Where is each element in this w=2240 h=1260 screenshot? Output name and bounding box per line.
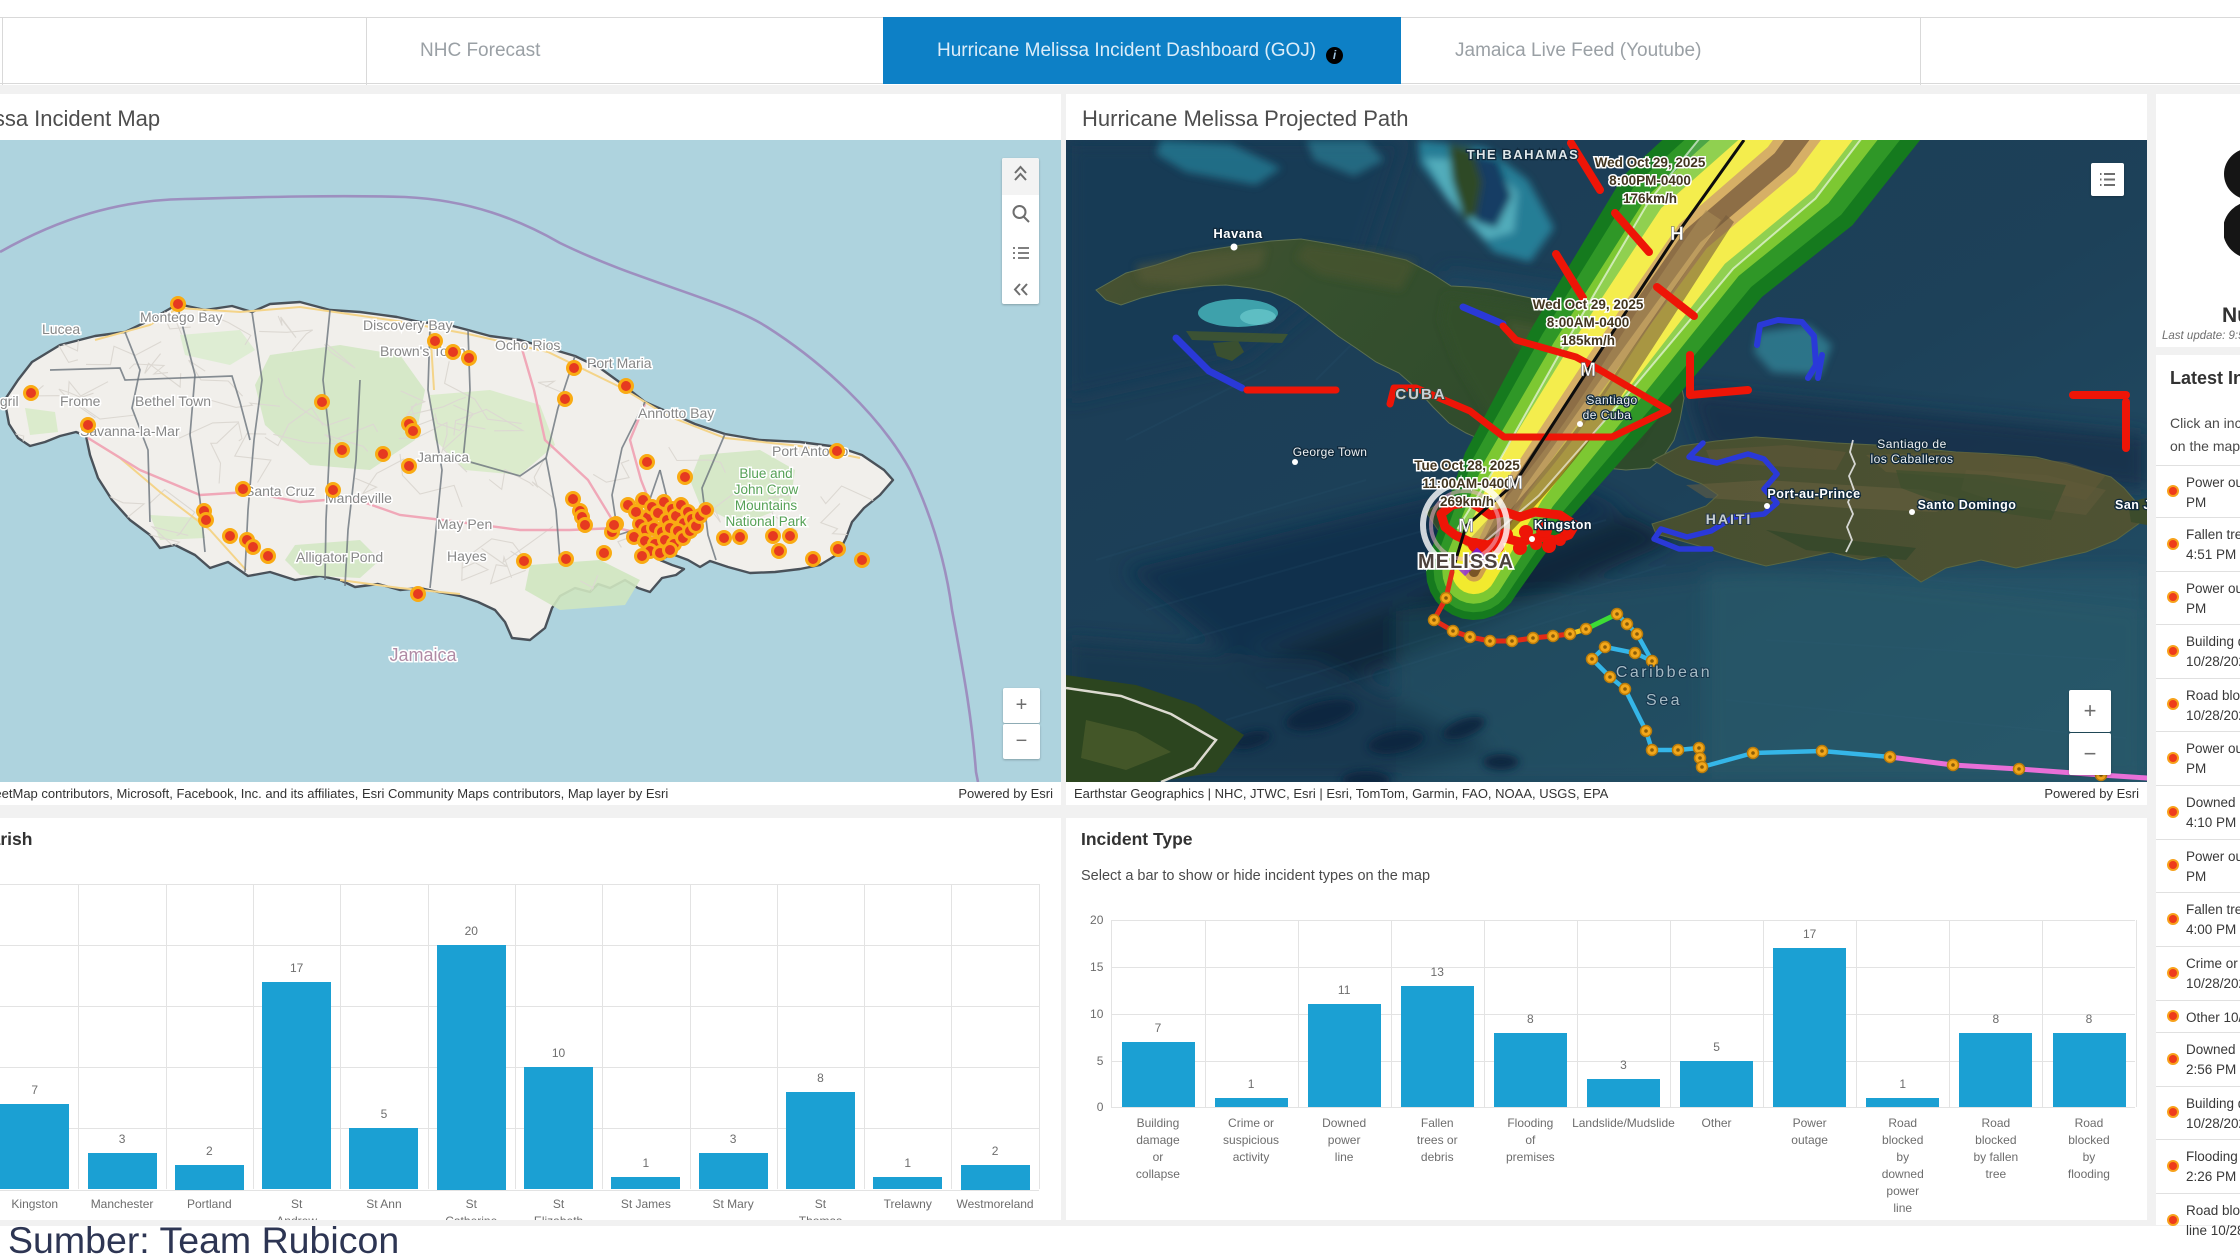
svg-text:de Cuba: de Cuba (1583, 408, 1632, 422)
svg-text:Jamaica: Jamaica (389, 645, 457, 665)
svg-text:THE BAHAMAS: THE BAHAMAS (1467, 147, 1580, 162)
svg-text:los Caballeros: los Caballeros (1870, 452, 1953, 466)
svg-text:Brown's Town: Brown's Town (380, 343, 466, 359)
svg-text:Annotto Bay: Annotto Bay (638, 405, 714, 421)
svg-text:Sea: Sea (1646, 692, 1682, 709)
svg-text:MELISSA: MELISSA (1418, 551, 1514, 573)
svg-text:Hayes: Hayes (447, 548, 487, 564)
svg-text:Wed Oct 29, 2025: Wed Oct 29, 2025 (1595, 155, 1706, 170)
svg-text:Havana: Havana (1213, 226, 1263, 241)
svg-text:National Park: National Park (725, 514, 806, 529)
svg-text:Jamaica: Jamaica (417, 449, 469, 465)
svg-text:Frome: Frome (60, 393, 101, 409)
svg-text:11:00AM-0400: 11:00AM-0400 (1422, 476, 1511, 491)
svg-text:George Town: George Town (1293, 445, 1367, 459)
svg-text:Mountains: Mountains (735, 498, 798, 513)
svg-text:Santa Cruz: Santa Cruz (245, 483, 315, 499)
svg-text:Santo Domingo: Santo Domingo (1918, 498, 2017, 512)
svg-text:Bethel Town: Bethel Town (135, 393, 211, 409)
svg-text:Lucea: Lucea (42, 321, 80, 337)
svg-text:Mandeville: Mandeville (325, 490, 392, 506)
svg-text:M: M (1580, 360, 1596, 381)
svg-text:Santiago: Santiago (1586, 393, 1637, 407)
svg-text:CUBA: CUBA (1395, 386, 1446, 403)
svg-text:Savanna-la-Mar: Savanna-la-Mar (80, 423, 180, 439)
svg-text:Port-au-Prince: Port-au-Prince (1767, 487, 1860, 501)
svg-text:HAITI: HAITI (1706, 511, 1753, 527)
svg-text:8:00AM-0400: 8:00AM-0400 (1547, 315, 1630, 330)
svg-text:Ocho Rios: Ocho Rios (495, 337, 560, 353)
svg-text:Negril: Negril (0, 393, 19, 409)
svg-text:M: M (1458, 516, 1474, 537)
svg-text:Port Antonio: Port Antonio (772, 443, 848, 459)
svg-text:Caribbean: Caribbean (1616, 664, 1712, 681)
svg-text:M: M (1507, 473, 1523, 494)
svg-text:Santiago de: Santiago de (1877, 437, 1947, 451)
svg-text:176km/h: 176km/h (1623, 191, 1677, 206)
svg-text:269km/h: 269km/h (1440, 494, 1494, 509)
svg-text:John Crow: John Crow (734, 482, 799, 497)
svg-text:Blue and: Blue and (739, 466, 792, 481)
svg-text:Discovery Bay: Discovery Bay (363, 317, 452, 333)
svg-text:H: H (1670, 224, 1684, 245)
svg-text:Wed Oct 29, 2025: Wed Oct 29, 2025 (1533, 297, 1644, 312)
svg-text:Alligator Pond: Alligator Pond (296, 549, 383, 565)
svg-text:185km/h: 185km/h (1561, 333, 1615, 348)
svg-text:May Pen: May Pen (437, 516, 492, 532)
svg-text:Kingston: Kingston (1534, 518, 1592, 532)
svg-text:Port Maria: Port Maria (587, 355, 652, 371)
svg-text:San Juan: San Juan (2115, 498, 2147, 512)
svg-text:Tue Oct 28, 2025: Tue Oct 28, 2025 (1414, 458, 1520, 473)
svg-text:Montego Bay: Montego Bay (140, 309, 223, 325)
svg-text:8:00PM-0400: 8:00PM-0400 (1609, 173, 1691, 188)
